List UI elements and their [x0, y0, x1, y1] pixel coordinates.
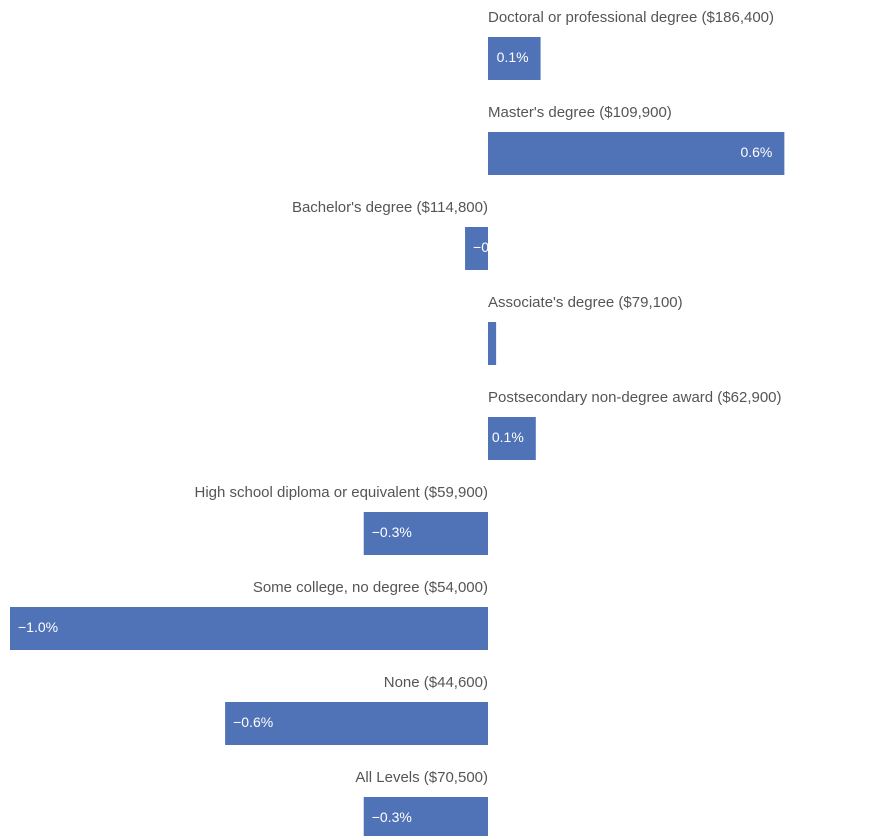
value-label: 0.1% — [492, 429, 524, 445]
category-label: Postsecondary non-degree award ($62,900) — [488, 389, 782, 406]
category-label: Associate's degree ($79,100) — [488, 294, 683, 311]
value-label: −0.0% — [473, 239, 513, 255]
value-label: 0.1% — [497, 49, 529, 65]
category-label: Some college, no degree ($54,000) — [253, 579, 488, 596]
category-label: None ($44,600) — [384, 674, 488, 691]
bar — [488, 132, 785, 175]
value-label: −0.3% — [372, 524, 412, 540]
bar — [363, 797, 488, 836]
category-label: High school diploma or equivalent ($59,9… — [194, 484, 488, 501]
category-label: All Levels ($70,500) — [355, 769, 488, 786]
bar — [488, 417, 536, 460]
value-label: 0.6% — [740, 144, 772, 160]
bar — [10, 607, 488, 650]
category-label: Doctoral or professional degree ($186,40… — [488, 9, 774, 26]
category-label: Bachelor's degree ($114,800) — [292, 199, 488, 216]
bar — [465, 227, 488, 270]
value-label: −0.3% — [372, 809, 412, 825]
bar — [488, 37, 541, 80]
bar — [488, 322, 497, 365]
category-label: Master's degree ($109,900) — [488, 104, 672, 121]
bar — [225, 702, 488, 745]
bar — [363, 512, 488, 555]
value-label: −0.6% — [233, 714, 273, 730]
value-label: −1.0% — [18, 619, 58, 635]
